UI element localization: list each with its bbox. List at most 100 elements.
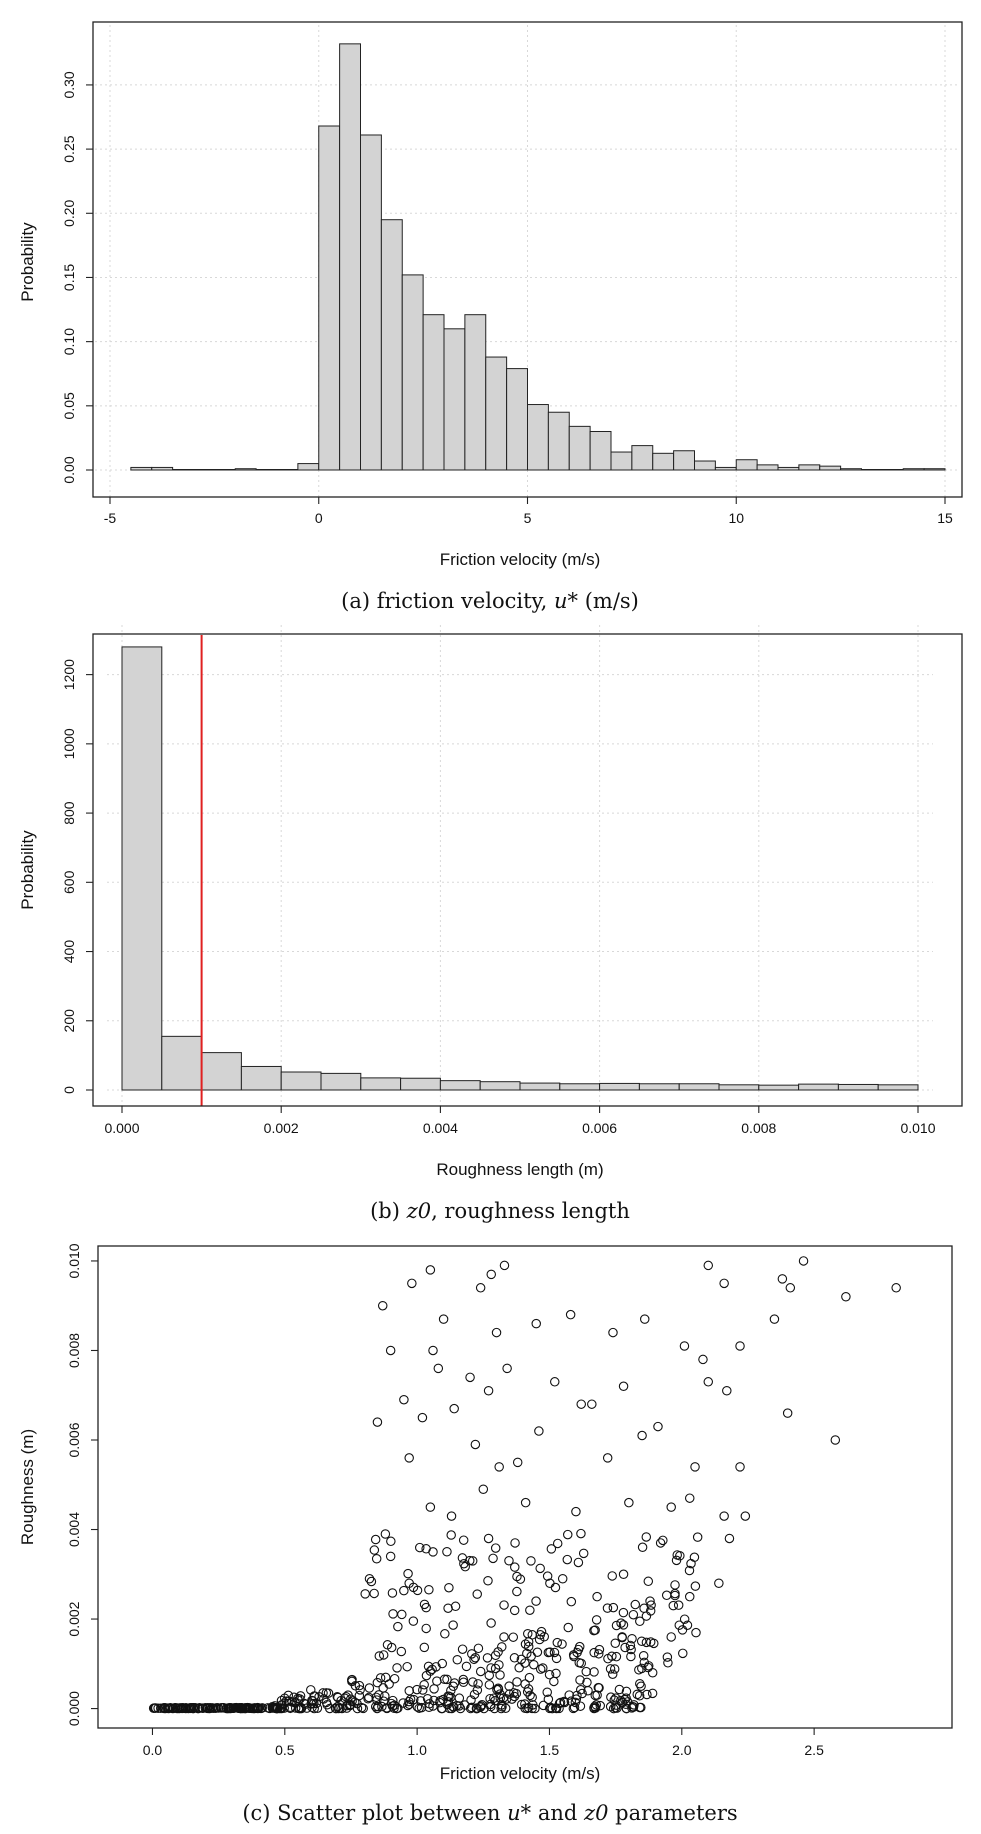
x-axis-ticks: -5 0 5 10 15 (104, 497, 953, 526)
scatter-point (603, 1653, 613, 1664)
histogram-bar (161, 1035, 203, 1091)
scatter-point (545, 1647, 555, 1657)
scatter-point (438, 1314, 449, 1324)
scatter-point (416, 1702, 427, 1713)
scatter-point (493, 1684, 504, 1695)
scatter-point (414, 1542, 425, 1553)
y-tick-label: 0.15 (61, 264, 77, 291)
scatter-point (589, 1667, 599, 1677)
scatter-point (782, 1408, 793, 1418)
scatter-point (635, 1616, 645, 1627)
scatter-point (442, 1674, 452, 1685)
x-tick-label: 2.0 (672, 1742, 692, 1758)
scatter-point (443, 1603, 453, 1613)
x-tick-label: 1.0 (407, 1742, 427, 1758)
histogram-bars (130, 43, 946, 471)
histogram-bar (464, 314, 487, 471)
scatter-point (484, 1670, 495, 1681)
histogram-bar (339, 43, 361, 471)
scatter-point (536, 1626, 547, 1637)
scatter-point (404, 1453, 414, 1463)
scatter-point (412, 1684, 422, 1695)
caption-a: (a) friction velocity, u* (m/s) (341, 589, 639, 613)
scatter-point (526, 1556, 536, 1566)
scatter-point (372, 1677, 383, 1688)
scatter-point (663, 1658, 673, 1668)
histogram-friction-velocity: -5 0 5 10 15 0.00 0.05 0.10 0.15 0.20 0.25 0.30 Fr… (18, 21, 963, 613)
scatter-point (387, 1588, 398, 1598)
caption-symbol: z0 (406, 1199, 431, 1223)
histogram-bar (527, 404, 549, 471)
y-tick-label: 0.00 (61, 456, 77, 483)
scatter-point (581, 1666, 592, 1677)
scatter-point (643, 1576, 654, 1587)
scatter-point (377, 1300, 388, 1311)
histogram-bar (718, 1084, 760, 1091)
x-tick-label: 0 (315, 510, 323, 526)
histogram-bar (172, 469, 194, 471)
scatter-point (509, 1691, 520, 1702)
scatter-point (213, 1703, 224, 1713)
scatter-point (399, 1394, 409, 1405)
scatter-point (386, 1536, 396, 1547)
scatter-point (641, 1532, 652, 1542)
scatter-point (785, 1283, 796, 1293)
scatter-point (470, 1439, 481, 1450)
scatter-point (591, 1615, 602, 1625)
scatter-point (544, 1669, 555, 1680)
scatter-point (483, 1386, 494, 1396)
scatter-point (473, 1679, 483, 1689)
scatter-point (444, 1703, 455, 1714)
x-axis-label: Roughness length (m) (436, 1160, 603, 1179)
scatter-point (475, 1283, 486, 1293)
scatter-point (472, 1703, 482, 1713)
scatter-point (309, 1691, 319, 1701)
scatter-point (525, 1605, 535, 1615)
y-tick-label: 0.006 (66, 1422, 82, 1457)
scatter-point (470, 1652, 481, 1663)
histogram-bar (193, 469, 215, 471)
scatter-point (611, 1620, 622, 1631)
scatter-point (621, 1693, 631, 1703)
scatter-point (512, 1586, 522, 1597)
scatter-point (442, 1547, 452, 1557)
scatter-point (440, 1629, 450, 1639)
histogram-bar (479, 1081, 521, 1091)
histogram-bar (923, 468, 946, 471)
y-tick-label: 0.20 (61, 199, 77, 226)
scatter-point (402, 1661, 412, 1672)
scatter-point (345, 1694, 356, 1704)
scatter-point (398, 1698, 408, 1708)
histogram-bar (877, 1084, 919, 1091)
plot-frame (97, 1245, 953, 1729)
scatter-point (637, 1542, 648, 1553)
scatter-point (429, 1684, 439, 1694)
scatter-point (550, 1582, 561, 1593)
scatter-point (488, 1553, 498, 1564)
scatter-point (486, 1618, 496, 1628)
y-tick-label: 0.010 (66, 1243, 82, 1278)
scatter-point (677, 1625, 688, 1635)
scatter-point (668, 1600, 679, 1611)
scatter-point (458, 1535, 469, 1545)
scatter-point (703, 1377, 714, 1387)
scatter-point (620, 1642, 630, 1653)
scatter-points (148, 1256, 901, 1714)
scatter-point (735, 1462, 745, 1472)
scatter-point (436, 1703, 447, 1714)
scatter-point (636, 1636, 647, 1647)
scatter-point (520, 1639, 531, 1649)
x-tick-label: 2.5 (804, 1742, 824, 1758)
scatter-point (504, 1555, 514, 1566)
x-axis-label: Friction velocity (m/s) (440, 550, 601, 569)
caption-c: (c) Scatter plot between u* and z0 param… (242, 1801, 737, 1825)
x-tick-label: 1.5 (540, 1742, 560, 1758)
scatter-point (421, 1602, 431, 1613)
scatter-point (352, 1703, 363, 1714)
histogram-bar (276, 469, 299, 471)
scatter-point (323, 1688, 334, 1698)
scatter-point (511, 1688, 522, 1699)
x-axis-ticks: 0.000 0.002 0.004 0.006 0.008 0.010 (104, 1106, 936, 1136)
scatter-point (512, 1677, 522, 1687)
scatter-point (514, 1663, 524, 1673)
